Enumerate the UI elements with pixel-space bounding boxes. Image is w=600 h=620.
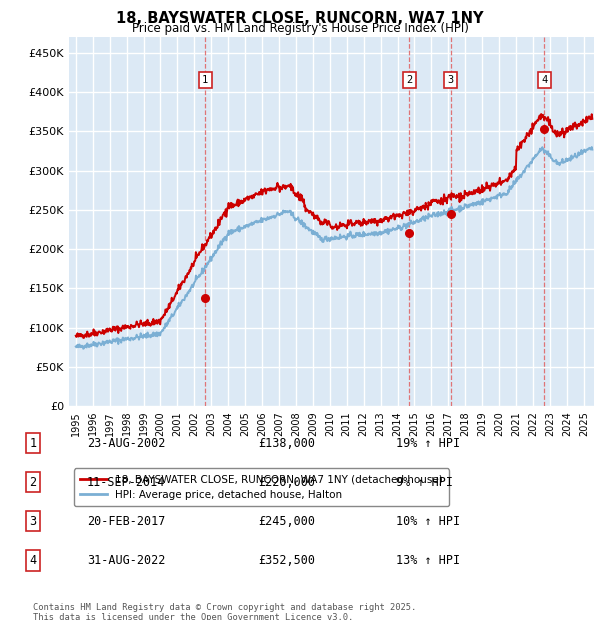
Text: 9% ↑ HPI: 9% ↑ HPI [396, 476, 453, 489]
Text: £352,500: £352,500 [258, 554, 315, 567]
Text: 4: 4 [541, 76, 547, 86]
Text: Price paid vs. HM Land Registry's House Price Index (HPI): Price paid vs. HM Land Registry's House … [131, 22, 469, 35]
Text: 4: 4 [29, 554, 37, 567]
Text: 18, BAYSWATER CLOSE, RUNCORN, WA7 1NY: 18, BAYSWATER CLOSE, RUNCORN, WA7 1NY [116, 11, 484, 25]
Text: 20-FEB-2017: 20-FEB-2017 [87, 515, 166, 528]
Text: 2: 2 [29, 476, 37, 489]
Text: 31-AUG-2022: 31-AUG-2022 [87, 554, 166, 567]
Text: 19% ↑ HPI: 19% ↑ HPI [396, 437, 460, 450]
Text: 3: 3 [29, 515, 37, 528]
Text: 1: 1 [29, 437, 37, 450]
Text: £220,000: £220,000 [258, 476, 315, 489]
Text: 23-AUG-2002: 23-AUG-2002 [87, 437, 166, 450]
Text: £138,000: £138,000 [258, 437, 315, 450]
Text: £245,000: £245,000 [258, 515, 315, 528]
Text: 1: 1 [202, 76, 208, 86]
Text: 13% ↑ HPI: 13% ↑ HPI [396, 554, 460, 567]
Text: 2: 2 [406, 76, 412, 86]
Text: 3: 3 [448, 76, 454, 86]
Legend: 18, BAYSWATER CLOSE, RUNCORN, WA7 1NY (detached house), HPI: Average price, deta: 18, BAYSWATER CLOSE, RUNCORN, WA7 1NY (d… [74, 469, 449, 506]
Text: 10% ↑ HPI: 10% ↑ HPI [396, 515, 460, 528]
Text: Contains HM Land Registry data © Crown copyright and database right 2025.
This d: Contains HM Land Registry data © Crown c… [33, 603, 416, 620]
Text: 11-SEP-2014: 11-SEP-2014 [87, 476, 166, 489]
